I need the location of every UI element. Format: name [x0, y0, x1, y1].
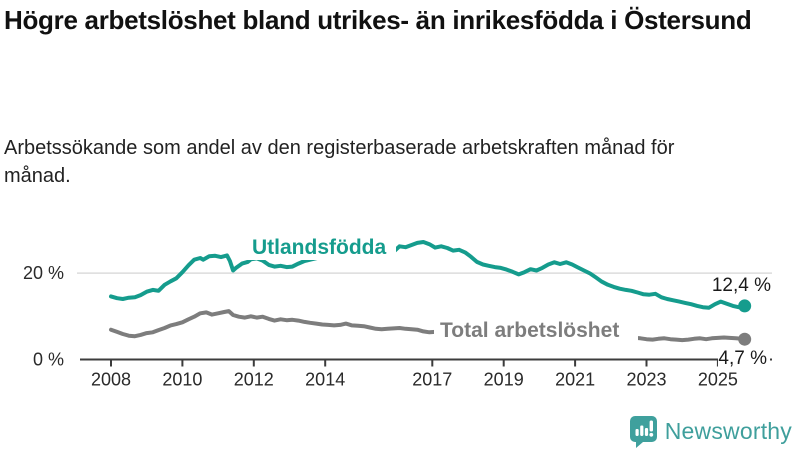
utlandsfodda-line-end-dot: [738, 299, 752, 313]
newsworthy-logo: Newsworthy: [628, 414, 792, 448]
x-tick-label: 2021: [555, 370, 595, 390]
x-tick-label: 2008: [91, 370, 131, 390]
x-tick-label: 2014: [305, 370, 345, 390]
x-tick-label: 2019: [484, 370, 524, 390]
end-value-utlandsfodda: 12,4 %: [712, 275, 771, 296]
end-value-total-bg: [718, 349, 770, 367]
x-tick-label: 2010: [162, 370, 202, 390]
series-label-utlandsfodda-bg: [246, 235, 396, 260]
newsworthy-logo-text: Newsworthy: [664, 417, 792, 444]
newsworthy-logo-icon: [629, 416, 657, 448]
x-tick-label: 2025: [698, 370, 738, 390]
total-arbetsloshet-line-end-dot: [738, 332, 752, 346]
logo-bubble-shape: [629, 416, 657, 448]
logo-exclamation-dot: [649, 432, 653, 437]
page-title: Högre arbetslöshet bland utrikes- än inr…: [4, 5, 752, 35]
page-subtitle: Arbetssökande som andel av den registerb…: [4, 137, 675, 187]
x-tick-label: 2017: [412, 370, 452, 390]
logo-exclamation-bar: [649, 420, 653, 432]
total-arbetsloshet-line: [109, 309, 747, 343]
y-tick-label: 20 %: [23, 263, 64, 283]
logo-bar-1: [635, 429, 639, 436]
logo-bar-3: [644, 428, 648, 436]
x-tick-label: 2023: [626, 370, 666, 390]
series-label-utlandsfodda: Utlandsfödda: [252, 236, 386, 259]
logo-bar-2: [639, 425, 644, 436]
series-label-total: Total arbetslöshet: [440, 319, 619, 342]
end-value-total: 4,7 %: [718, 348, 767, 369]
utlandsfodda-line: [109, 240, 747, 310]
y-tick-label: 0 %: [33, 350, 64, 370]
x-tick-label: 2012: [234, 370, 274, 390]
series-label-total-bg: [434, 318, 638, 342]
